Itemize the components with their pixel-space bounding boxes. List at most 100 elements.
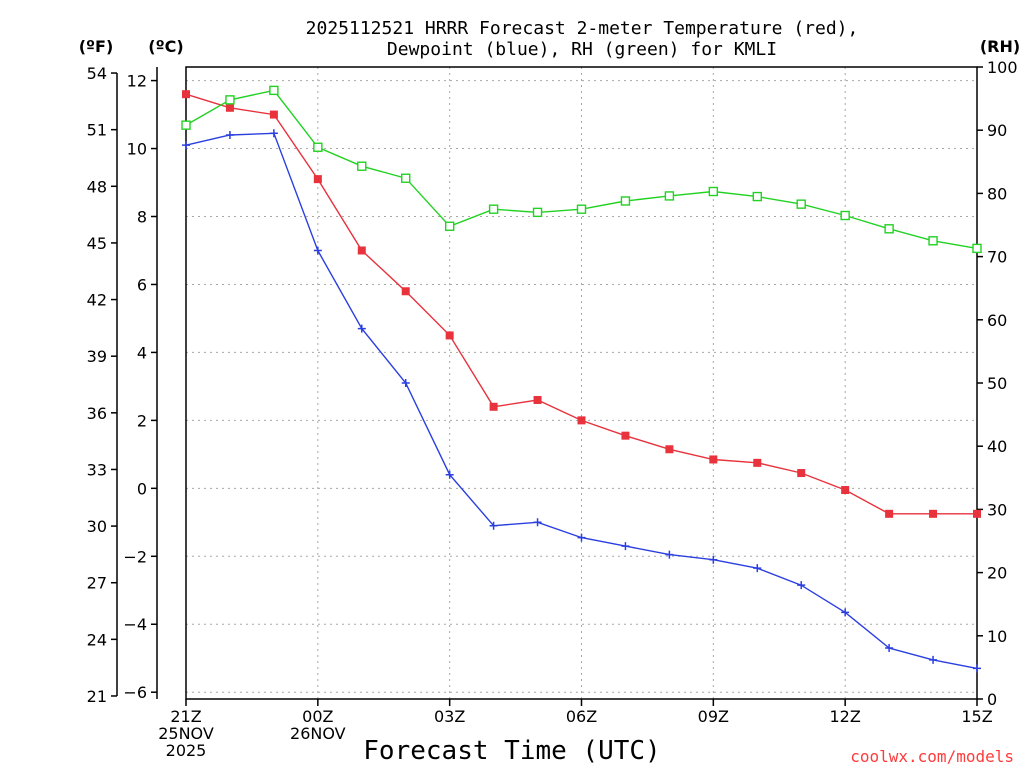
- celsius-tick-label: 12: [127, 72, 147, 91]
- rh-tick-label: 70: [987, 248, 1007, 267]
- fahrenheit-tick-label: 54: [87, 64, 107, 83]
- temperature-data-point: [445, 331, 454, 340]
- rh-unit-label: (RH): [980, 37, 1020, 56]
- rh-data-point: [225, 95, 235, 105]
- temperature-data-point: [182, 90, 190, 99]
- fahrenheit-tick-label: 33: [87, 460, 107, 479]
- rh-data-point: [708, 186, 719, 197]
- rh-data-point: [840, 210, 850, 221]
- dewpoint-data-point: [445, 470, 454, 479]
- tick-labels: −6−4−20246810122124273033363942454851540…: [87, 58, 1018, 760]
- temperature-data-point: [973, 509, 981, 518]
- rh-tick-label: 40: [987, 437, 1007, 456]
- dewpoint-data-point: [929, 655, 938, 664]
- rh-tick-label: 20: [987, 564, 1007, 583]
- axes: [116, 66, 978, 700]
- rh-tick-label: 0: [987, 690, 997, 709]
- temperature-data-point: [225, 103, 234, 112]
- rh-tick-label: 100: [987, 58, 1018, 77]
- celsius-tick-label: −4: [123, 615, 147, 634]
- x-tick-label: 26NOV: [290, 724, 346, 743]
- rh-data-point: [752, 191, 762, 202]
- rh-data-point: [532, 207, 543, 218]
- temperature-data-point: [313, 175, 322, 184]
- rh-data-point: [928, 236, 938, 246]
- dewpoint-data-point: [621, 542, 630, 551]
- fahrenheit-tick-label: 24: [87, 630, 107, 649]
- chart-title-line2: Dewpoint (blue), RH (green) for KMLI: [387, 39, 777, 60]
- dewpoint-data-point: [269, 129, 278, 138]
- x-tick-label: 25NOV: [158, 724, 214, 743]
- dewpoint-data-point: [841, 608, 850, 617]
- rh-tick-label: 80: [987, 184, 1007, 203]
- fahrenheit-tick-label: 45: [87, 234, 107, 253]
- rh-tick-label: 50: [987, 374, 1007, 393]
- fahrenheit-tick-label: 48: [87, 177, 107, 196]
- rh-data-point: [313, 142, 323, 152]
- rh-tick-label: 10: [987, 627, 1007, 646]
- rh-data-point: [576, 204, 587, 214]
- temperature-data-point: [929, 509, 938, 518]
- celsius-tick-label: 10: [127, 140, 147, 159]
- x-tick-label: 12Z: [830, 707, 861, 726]
- x-tick-label: 09Z: [698, 707, 729, 726]
- rh-data-point: [401, 173, 411, 183]
- data-series: [181, 85, 982, 673]
- dewpoint-data-point: [885, 644, 894, 653]
- gridlines: [186, 67, 977, 699]
- fahrenheit-tick-label: 30: [87, 517, 107, 536]
- fahrenheit-tick-label: 51: [87, 121, 107, 140]
- dewpoint-data-point: [753, 564, 762, 573]
- temperature-data-point: [797, 469, 806, 478]
- rh-data-point: [664, 191, 675, 201]
- fahrenheit-tick-label: 39: [87, 347, 107, 366]
- fahrenheit-unit-label: (ºF): [79, 37, 114, 56]
- celsius-tick-label: 0: [137, 479, 147, 498]
- temperature-data-point: [885, 509, 894, 518]
- temperature-data-point: [401, 287, 410, 296]
- dewpoint-data-point: [489, 521, 498, 530]
- rh-data-point: [269, 85, 279, 96]
- x-tick-label: 21Z: [170, 707, 201, 726]
- temperature-data-point: [621, 431, 630, 440]
- rh-data-point: [884, 224, 894, 234]
- rh-data-point: [796, 199, 806, 209]
- celsius-tick-label: 8: [137, 208, 147, 227]
- rh-data-point: [972, 243, 982, 254]
- rh-data-point: [357, 161, 367, 171]
- plot-frame: [185, 66, 978, 700]
- rh-data-point: [620, 196, 631, 206]
- fahrenheit-tick-label: 21: [87, 687, 107, 706]
- dewpoint-data-point: [182, 141, 190, 150]
- x-tick-label: 15Z: [961, 707, 992, 726]
- rh-data-point: [444, 221, 455, 231]
- fahrenheit-tick-label: 27: [87, 574, 107, 593]
- dewpoint-data-point: [225, 130, 234, 139]
- celsius-unit-label: (ºC): [148, 37, 183, 56]
- dewpoint-data-point: [709, 555, 718, 564]
- rh-tick-label: 90: [987, 121, 1007, 140]
- celsius-tick-label: 4: [137, 343, 147, 362]
- temperature-data-point: [533, 395, 542, 404]
- temperature-data-point: [841, 486, 850, 495]
- celsius-tick-label: −2: [123, 547, 147, 566]
- celsius-tick-label: 2: [137, 411, 147, 430]
- dewpoint-data-point: [357, 324, 366, 333]
- rh-tick-label: 60: [987, 311, 1007, 330]
- dewpoint-data-point: [533, 518, 542, 527]
- dewpoint-data-point: [973, 664, 981, 673]
- dewpoint-data-point: [797, 581, 806, 590]
- dewpoint-data-point: [401, 379, 410, 387]
- temperature-data-point: [489, 402, 498, 411]
- dewpoint-data-point: [313, 246, 322, 255]
- celsius-tick-label: −6: [123, 683, 147, 702]
- temperature-data-point: [577, 416, 586, 425]
- celsius-tick-label: 6: [137, 275, 147, 294]
- rh-data-point: [488, 204, 499, 214]
- temperature-data-point: [357, 246, 366, 255]
- chart-title-line1: 2025112521 HRRR Forecast 2-meter Tempera…: [306, 18, 859, 39]
- credit-link[interactable]: coolwx.com/models: [850, 747, 1014, 766]
- x-axis-label: Forecast Time (UTC): [363, 736, 660, 766]
- x-tick-label: 06Z: [566, 707, 597, 726]
